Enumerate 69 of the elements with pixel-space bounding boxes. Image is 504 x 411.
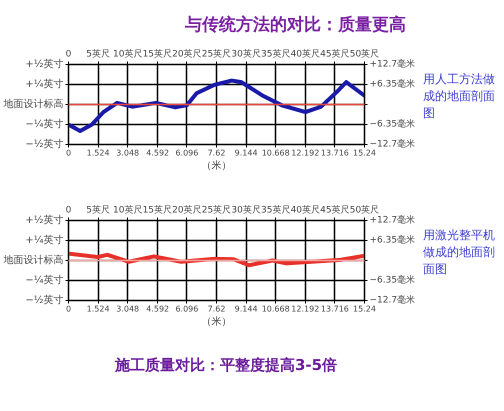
x2-tick-label: 15英尺 (142, 204, 172, 216)
y-tick-label: +12.7毫米 (370, 214, 416, 226)
x-tick-label: 0 (66, 148, 72, 158)
text: +¼英寸 (25, 234, 64, 246)
x2-tick-label: 20英尺 (172, 48, 202, 60)
x2-tick-label: 25英尺 (202, 204, 232, 216)
x-tick-label: 15.24 (353, 304, 376, 314)
x-tick-label: 10.668 (262, 148, 290, 158)
text: 地面设计标高 (2, 254, 64, 266)
text: 用激光整平机做成的地面剖面图 (423, 227, 496, 278)
x2-tick-label: 40英尺 (290, 204, 320, 216)
text: 用人工方法做成的地面剖面图 (423, 71, 496, 122)
x2-tick-label: 45英尺 (320, 204, 350, 216)
y-tick-label: −12.7毫米 (370, 294, 416, 306)
line-series (68, 78, 364, 133)
x2-tick-label: 40英尺 (290, 48, 320, 60)
x2-tick-label: 10英尺 (112, 48, 142, 60)
x2-tick-label: 0 (66, 206, 72, 216)
x2-tick-label: 10英尺 (112, 204, 142, 216)
x-tick-label: 9.144 (234, 304, 258, 314)
x-tick-label: 1.524 (86, 304, 110, 314)
x-tick-label: 12.192 (291, 304, 320, 314)
chart-title: 与传统方法的对比：质量更高 (185, 14, 406, 37)
x-tick-label: 1.524 (86, 148, 110, 158)
x2-tick-label: 50英尺 (350, 204, 380, 216)
x-tick-label: 4.592 (146, 304, 170, 314)
y-tick-label: +6.35毫米 (370, 78, 416, 90)
x-tick-label: 0 (66, 304, 72, 314)
x-tick-label: 7.62 (208, 304, 226, 314)
text: 地面设计标高 (2, 98, 64, 110)
x2-tick-label: 50英尺 (350, 48, 380, 60)
x2-tick-label: 30英尺 (231, 48, 261, 60)
x-tick-label: 9.144 (234, 148, 258, 158)
x-tick-label: 12.192 (291, 148, 320, 158)
x2-tick-label: 25英尺 (202, 48, 232, 60)
text: −½英寸 (25, 294, 64, 306)
x2-tick-label: 35英尺 (260, 48, 290, 60)
x-axis-title: （米） (202, 160, 232, 172)
x-axis-title: （米） (202, 316, 232, 328)
x-tick-label: 6.096 (175, 148, 198, 158)
y-tick-label: −12.7毫米 (370, 138, 416, 150)
x-tick-label: 10.668 (262, 304, 290, 314)
text: +¼英寸 (25, 78, 64, 90)
x-tick-label: 13.716 (320, 148, 349, 158)
x-tick-label: 13.716 (320, 304, 349, 314)
x-tick-label: 6.096 (175, 304, 198, 314)
y-tick-label: −6.35毫米 (370, 118, 416, 130)
y-tick-label: −6.35毫米 (370, 274, 416, 286)
x2-tick-label: 15英尺 (142, 48, 172, 60)
text: +½英寸 (25, 214, 64, 226)
x2-tick-label: 30英尺 (231, 204, 261, 216)
text: −½英寸 (25, 138, 64, 150)
x-tick-label: 7.62 (208, 148, 226, 158)
x2-tick-label: 5英尺 (86, 204, 110, 216)
text: −¼英寸 (25, 118, 64, 130)
y-tick-label: +6.35毫米 (370, 234, 416, 246)
x-tick-label: 3.048 (116, 304, 140, 314)
x-tick-label: 4.592 (146, 148, 170, 158)
text: 施工质量对比：平整度提高3-5倍 (115, 355, 338, 376)
x2-tick-label: 35英尺 (260, 204, 290, 216)
text: +½英寸 (25, 58, 64, 70)
x2-tick-label: 45英尺 (320, 48, 350, 60)
x2-tick-label: 0 (66, 50, 72, 60)
x2-tick-label: 20英尺 (172, 204, 202, 216)
x2-tick-label: 5英尺 (86, 48, 110, 60)
y-tick-label: +12.7毫米 (370, 58, 416, 70)
x-tick-label: 15.24 (353, 148, 376, 158)
text: −¼英寸 (25, 274, 64, 286)
x-tick-label: 3.048 (116, 148, 140, 158)
